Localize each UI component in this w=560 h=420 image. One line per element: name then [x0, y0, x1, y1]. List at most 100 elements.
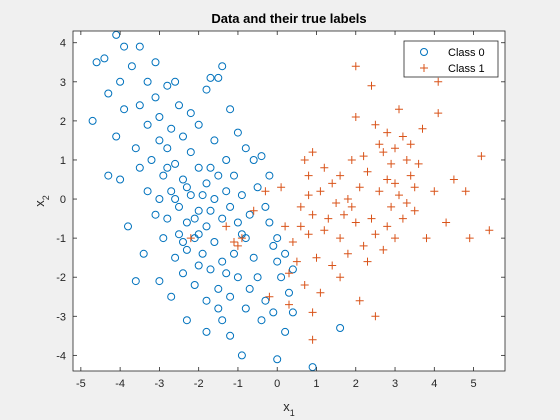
- class-0-point: [120, 42, 129, 51]
- class-1-point: [324, 214, 333, 223]
- class-1-point: [449, 175, 458, 184]
- class-1-point: [375, 187, 384, 196]
- class-1-point: [336, 171, 345, 180]
- class-0-point: [131, 277, 140, 286]
- class-0-point: [226, 292, 235, 301]
- class-1-point: [320, 163, 329, 172]
- class-1-point: [347, 202, 356, 211]
- y-tick-label: 3: [60, 77, 66, 89]
- class-1-point: [371, 120, 380, 129]
- class-0-point: [253, 183, 262, 192]
- class-0-point: [159, 171, 168, 180]
- class-0-point: [202, 296, 211, 305]
- x-tick-label: 5: [471, 378, 477, 390]
- class-0-point: [167, 187, 176, 196]
- class-0-point: [147, 156, 156, 164]
- class-1-point: [304, 171, 313, 180]
- class-1-point: [485, 226, 494, 235]
- class-1-point: [367, 214, 376, 223]
- class-0-point: [277, 273, 286, 282]
- class-1-point: [351, 62, 360, 71]
- class-0-point: [186, 148, 195, 157]
- y-tick-label: 2: [60, 116, 66, 128]
- class-0-point: [222, 156, 231, 164]
- class-1-point: [285, 300, 293, 309]
- class-0-point: [241, 304, 250, 313]
- y-tick-label: -2: [56, 272, 66, 284]
- class-1-point: [351, 113, 360, 121]
- class-0-point: [194, 261, 203, 270]
- class-1-point: [398, 214, 407, 223]
- class-0-point: [288, 308, 297, 317]
- class-0-point: [273, 234, 282, 243]
- y-axis-label-base: x: [32, 200, 47, 207]
- class-0-point: [104, 171, 113, 180]
- class-1-point: [375, 140, 384, 149]
- class-0-point: [163, 163, 172, 172]
- class-1-point: [308, 210, 317, 219]
- class-0-point: [120, 105, 129, 114]
- y-tick-label: 1: [60, 155, 66, 167]
- class-0-point: [186, 109, 195, 118]
- class-1-point: [363, 257, 372, 266]
- class-1-point: [418, 124, 427, 133]
- class-0-point: [210, 136, 219, 145]
- class-1-point: [281, 222, 290, 231]
- class-0-point: [233, 273, 242, 282]
- class-1-point: [296, 202, 305, 211]
- class-1-point: [308, 148, 317, 157]
- class-1-point: [395, 105, 403, 114]
- class-0-point: [135, 163, 144, 172]
- class-1-point: [402, 199, 411, 207]
- class-1-point: [461, 187, 470, 196]
- class-0-point: [182, 245, 191, 254]
- class-1-point: [288, 238, 297, 246]
- x-tick-label: -4: [115, 378, 125, 390]
- class-0-point: [226, 331, 235, 340]
- class-0-point: [163, 144, 172, 153]
- class-0-point: [230, 171, 238, 180]
- plot-area: [73, 31, 505, 371]
- x-tick-label: 4: [431, 378, 437, 390]
- class-0-point: [155, 277, 164, 286]
- y-tick-label: 4: [60, 38, 66, 50]
- class-1-point: [406, 171, 415, 180]
- class-0-point: [214, 284, 223, 293]
- y-tick-label: -4: [56, 350, 66, 362]
- class-1-point: [391, 179, 399, 188]
- class-0-point: [273, 355, 282, 364]
- class-0-point: [175, 101, 183, 110]
- class-0-point: [218, 214, 227, 223]
- x-tick-label: -5: [76, 378, 86, 390]
- class-0-point: [179, 238, 187, 246]
- class-0-point: [171, 159, 180, 168]
- legend-marker-class-0: [420, 48, 428, 56]
- class-0-point: [167, 292, 176, 301]
- class-0-point: [206, 206, 215, 215]
- class-0-point: [151, 210, 160, 219]
- class-1-point: [355, 296, 364, 305]
- class-0-point: [194, 206, 203, 215]
- class-0-point: [257, 316, 266, 325]
- class-0-point: [202, 222, 211, 231]
- x-axis-label: x1: [283, 399, 295, 418]
- class-1-point: [367, 81, 376, 90]
- class-1-point: [265, 292, 274, 301]
- class-1-point: [249, 206, 258, 215]
- class-1-point: [391, 144, 399, 153]
- class-0-point: [198, 191, 207, 200]
- class-0-point: [159, 234, 168, 243]
- class-0-point: [182, 218, 191, 227]
- points-layer: [88, 30, 494, 372]
- class-0-point: [218, 316, 227, 325]
- class-0-point: [202, 327, 211, 336]
- class-0-point: [163, 214, 172, 223]
- class-1-point: [316, 187, 325, 196]
- class-1-point: [222, 222, 231, 231]
- class-0-point: [124, 222, 132, 231]
- class-1-point: [304, 191, 313, 200]
- class-1-point: [379, 148, 388, 157]
- class-0-point: [186, 191, 195, 200]
- class-1-point: [316, 288, 325, 297]
